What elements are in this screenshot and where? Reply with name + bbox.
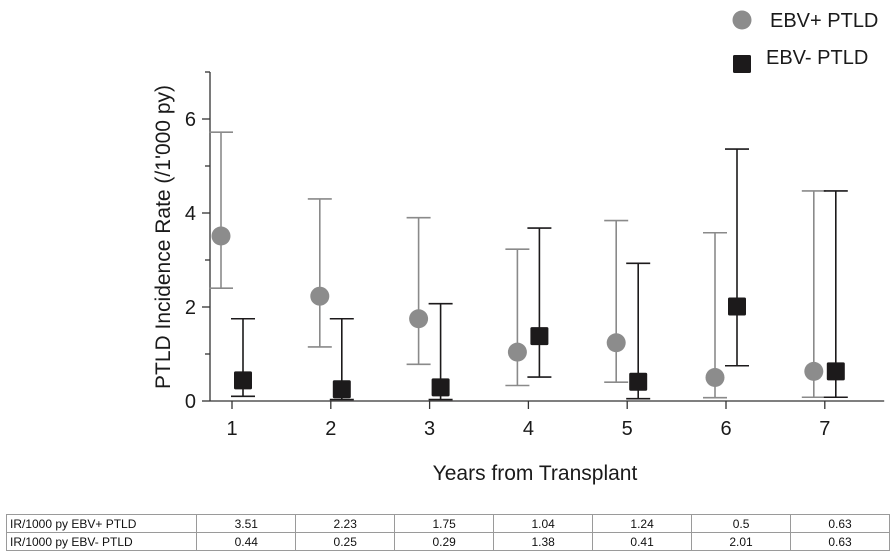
ebv-negative-point — [629, 372, 648, 391]
table-cell: 0.25 — [295, 532, 396, 551]
table-cell: 0.63 — [790, 514, 890, 533]
data-markers — [211, 226, 845, 399]
x-tick-label: 4 — [523, 418, 534, 440]
table-cell: 0.5 — [691, 514, 792, 533]
ebv-positive-point — [705, 368, 725, 387]
ebv-positive-point — [606, 333, 626, 353]
ebv-negative-point — [332, 380, 351, 399]
x-tick-label: 2 — [325, 418, 336, 440]
table-cell: 2.01 — [691, 532, 792, 551]
table-cell: 3.51 — [196, 514, 297, 533]
table-cell: 1.24 — [592, 514, 693, 533]
y-tick-label: 4 — [185, 203, 196, 225]
table-cell: 1.75 — [394, 514, 495, 533]
x-tick-label: 6 — [720, 418, 731, 440]
ebv-positive-point — [310, 286, 330, 306]
y-tick-label: 0 — [185, 391, 196, 413]
y-tick-label: 2 — [185, 297, 196, 319]
x-tick-label: 1 — [226, 418, 237, 440]
x-tick-label: 3 — [424, 418, 435, 440]
ebv-positive-point — [211, 226, 231, 246]
x-axis-label: Years from Transplant — [433, 462, 638, 485]
table-cell: 2.23 — [295, 514, 396, 533]
table-row: IR/1000 py EBV- PTLD 0.44 0.25 0.29 1.38 0.41… — [5, 532, 890, 551]
ebv-negative-point — [826, 362, 845, 381]
table-cell: 0.29 — [394, 532, 495, 551]
axes: 0 2 4 6 1 2 3 4 5 6 7 — [185, 71, 885, 440]
table-cell: 0.63 — [790, 532, 890, 551]
table-cell: 1.38 — [493, 532, 594, 551]
legend-marker-ebv-positive — [732, 10, 752, 30]
ebv-negative-point — [234, 371, 252, 390]
table-cell: 1.04 — [493, 514, 594, 533]
row-label: IR/1000 py EBV- PTLD — [5, 532, 198, 551]
legend-label: EBV- PTLD — [766, 47, 868, 69]
table-row: IR/1000 py EBV+ PTLD 3.51 2.23 1.75 1.04 1.24… — [5, 514, 890, 533]
ebv-negative-point — [431, 378, 450, 397]
x-tick-label: 5 — [622, 418, 633, 440]
ebv-positive-point — [409, 309, 429, 329]
ebv-negative-point — [530, 327, 549, 346]
row-label: IR/1000 py EBV+ PTLD — [5, 514, 198, 533]
legend-label: EBV+ PTLD — [770, 10, 878, 32]
ebv-positive-point — [507, 342, 527, 362]
incidence-chart: 0 2 4 6 1 2 3 4 5 6 7 Years from Transplant PTLD I… — [152, 10, 885, 485]
legend-marker-ebv-negative — [733, 55, 751, 73]
y-tick-label: 6 — [185, 109, 196, 131]
table-cell: 0.41 — [592, 532, 693, 551]
ebv-positive-point — [804, 361, 824, 381]
y-axis-label: PTLD Incidence Rate (/1'000 py) — [152, 85, 175, 389]
x-tick-label: 7 — [819, 418, 830, 440]
table-cell: 0.44 — [196, 532, 297, 551]
incidence-rate-table: IR/1000 py EBV+ PTLD 3.51 2.23 1.75 1.04 1.24… — [5, 514, 890, 551]
legend: EBV+ PTLD EBV- PTLD — [732, 10, 878, 73]
ebv-negative-point — [728, 297, 746, 316]
error-bars — [209, 131, 848, 401]
